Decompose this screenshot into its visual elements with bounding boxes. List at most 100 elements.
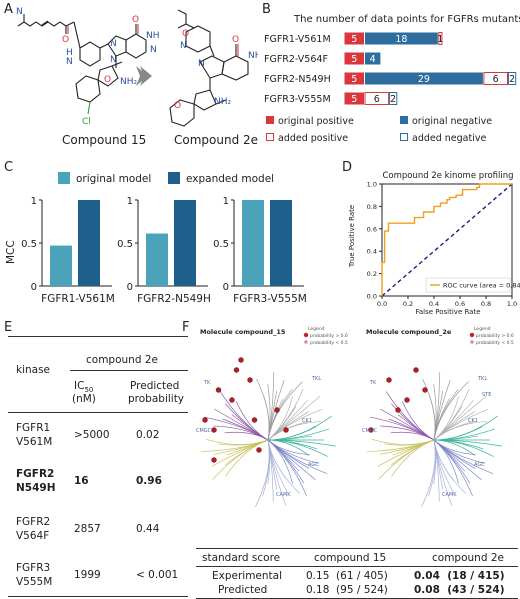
chart-c-ylabel: MCC: [5, 240, 17, 264]
kinome-group-label: CAMK: [276, 492, 291, 498]
bar-b-segment: [438, 32, 443, 45]
tick-d-y-label: 0.6: [367, 225, 377, 233]
tick-d-x-label: 0.2: [403, 300, 413, 308]
kinome-hit-dot: [274, 407, 280, 413]
kinome-branch: [212, 439, 269, 480]
kinome-hit-dot: [211, 457, 217, 463]
e-kinase-mutation: N549H: [16, 482, 56, 494]
kinome-group-label: TK: [369, 380, 377, 386]
kinome-hit-dot: [413, 367, 419, 373]
panel-c-chart: original model expanded model MCC 0 0.5 1 F…: [5, 172, 307, 305]
tick-c-label: 0: [223, 282, 229, 293]
legend-expanded-model: expanded model: [186, 173, 274, 185]
header-ic50: IC50: [74, 380, 94, 395]
kinome-group-label: TKL: [477, 376, 487, 382]
svg-text:N: N: [150, 45, 157, 55]
kinome-group-label: TKL: [311, 376, 321, 382]
svg-text:O: O: [182, 29, 189, 39]
legend-orig-pos: original positive: [278, 116, 354, 127]
kinome-branch: [255, 439, 270, 507]
legend-swatch-orig-neg: [400, 116, 408, 124]
panel-f-table: standard score compound 15 compound 2e E…: [196, 548, 518, 599]
bar-b-data-label: 18: [395, 34, 407, 45]
kinome-hit-dot: [233, 367, 240, 373]
svg-text:N: N: [16, 7, 23, 17]
e-kinase-mutation: V555M: [16, 576, 53, 588]
kinome-tree-title: Molecule compound_2e: [366, 328, 452, 336]
kinome-hit-dot: [256, 447, 262, 453]
bar-b-segment: [344, 72, 364, 85]
bar-c-original: [50, 245, 72, 286]
kinome-legend-title: Legend: [474, 326, 491, 332]
bar-b-data-label: 2: [509, 74, 515, 85]
bar-b-data-label: 6: [374, 94, 380, 105]
svg-text:N: N: [110, 55, 117, 65]
kinome-branch: [371, 438, 435, 445]
kinome-group-label: CMGC: [362, 428, 378, 434]
e-ic50-value: 16: [74, 475, 89, 487]
category-c-label: FGFR3-V555M: [233, 293, 307, 305]
kinome-branch: [433, 439, 459, 484]
kinome-branch: [213, 425, 269, 441]
kinome-legend-hi-dot: [469, 332, 475, 338]
bar-b-data-label: 6: [493, 74, 499, 85]
kinome-hit-dot: [395, 407, 401, 413]
svg-text:NH₂: NH₂: [120, 77, 138, 87]
kinome-tree-title: Molecule compound_15: [200, 328, 286, 336]
f-row-experimental-c2e: 0.04 (18 / 415): [414, 570, 505, 582]
header-kinase: kinase: [16, 364, 51, 376]
panel-d-chart: Compound 2e kinome profiling True Positi…: [348, 171, 520, 316]
f-row-predicted-c15: 0.18 (95 / 524): [306, 584, 388, 596]
legend-swatch-orig-pos: [266, 116, 274, 124]
tick-d-y-label: 0.2: [367, 270, 377, 278]
f-row-predicted-label: Predicted: [218, 584, 268, 596]
bar-b-segment: [344, 32, 364, 45]
e-kinase-name: FGFR3: [16, 562, 51, 574]
kinome-branch: [391, 439, 435, 477]
kinome-branch: [433, 439, 476, 456]
kinome-legend-lo-dot: [304, 340, 308, 344]
kinome-group-label: AGC: [474, 462, 485, 468]
f-header-standard-score: standard score: [202, 552, 281, 564]
svg-text:O: O: [104, 75, 111, 85]
svg-text:N: N: [66, 57, 73, 67]
bar-b-segment: [365, 32, 438, 45]
table-e-sub-rule: [70, 370, 188, 371]
header-ic50-unit: (nM): [72, 393, 96, 405]
bar-b-segment: [365, 52, 381, 65]
kinome-hit-dot: [229, 397, 235, 403]
kinome-legend-lo: probability < 0.5: [476, 340, 514, 346]
kinome-branch: [433, 381, 469, 441]
e-kinase-name: FGFR1: [16, 422, 51, 434]
e-prob-value: 0.44: [136, 523, 160, 535]
panel-label-d: D: [342, 160, 353, 175]
bar-c-expanded: [174, 200, 196, 286]
category-c-label: FGFR2-N549H: [137, 293, 211, 305]
bar-b-segment: [364, 92, 390, 105]
kinome-branch: [378, 439, 435, 480]
e-prob-value: 0.96: [136, 475, 162, 487]
tick-d-x-label: 1.0: [507, 300, 517, 308]
bar-c-expanded: [78, 200, 100, 286]
tick-c-label: 1: [223, 196, 229, 207]
svg-text:O: O: [174, 101, 181, 111]
legend-d-box: [425, 277, 511, 293]
panel-label-f: F: [182, 320, 190, 335]
chart-d-xlabel: False Positive Rate: [415, 308, 480, 316]
e-ic50-value: 2857: [74, 523, 101, 535]
tick-d-y-label: 0.8: [367, 203, 377, 211]
kinome-branch: [267, 439, 293, 484]
kinome-hit-dot: [238, 357, 244, 363]
tick-c-label: 0: [127, 282, 133, 293]
legend-swatch-original-model: [58, 172, 70, 184]
kinome-hit-dot: [283, 427, 289, 433]
e-ic50-value: >5000: [74, 429, 110, 441]
legend-add-neg: added negative: [412, 133, 486, 144]
svg-text:N: N: [198, 59, 205, 69]
compound-2e-atoms: O N O NH N NH₂ O: [174, 29, 258, 111]
tick-d-x-label: 0.6: [455, 300, 465, 308]
f-row-experimental-c15: 0.15 (61 / 405): [306, 570, 388, 582]
legend-original-model: original model: [76, 173, 151, 185]
